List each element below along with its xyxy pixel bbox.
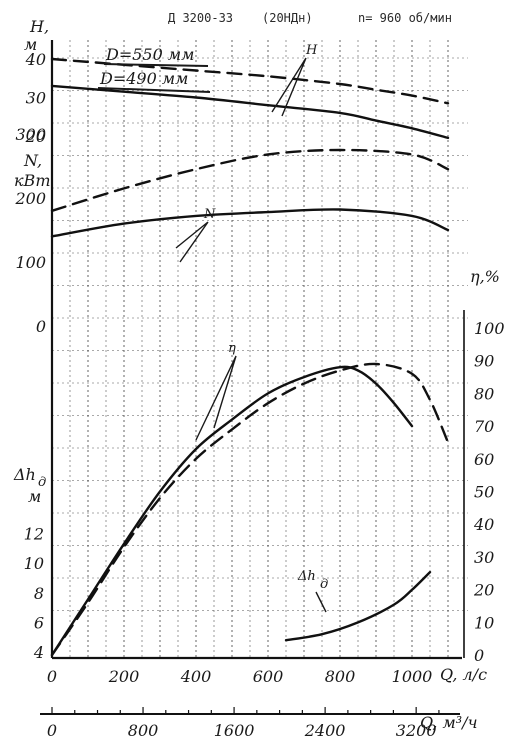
label-h-mark: H [305, 43, 318, 58]
leader-eta [195, 355, 237, 441]
npsh-axis-unit: м [28, 487, 41, 506]
label-d490: D=490 мм [99, 69, 188, 88]
q-tick-800: 800 [325, 667, 356, 686]
label-npsh-mark: Δh [297, 569, 316, 584]
eta-tick-20: 20 [473, 581, 494, 600]
d550-underline [103, 63, 209, 67]
h-tick-40: 40 [25, 50, 46, 69]
header-model: (20НДн) [262, 11, 313, 25]
leader-lines [175, 57, 327, 613]
chart-grid [40, 40, 468, 715]
eta-tick-60: 60 [474, 450, 494, 469]
dh-tick-12: 12 [24, 525, 44, 544]
eta-tick-80: 80 [474, 384, 494, 403]
h-tick-30: 30 [26, 89, 46, 108]
head-axis-unit: м [24, 35, 37, 54]
n-tick-200: 200 [14, 189, 46, 208]
npsh-axis-title: Δh [13, 465, 36, 484]
dh-tick-6: 6 [34, 613, 44, 632]
eff-axis-title: η,% [470, 267, 500, 286]
power-axis-unit: кВт [14, 171, 50, 190]
q-tick-1000: 1000 [392, 667, 433, 686]
efficiency-curve-1 [50, 362, 450, 657]
q-tick-0: 0 [47, 667, 57, 686]
npsh-axis-sub: д [38, 475, 46, 490]
eta-tick-70: 70 [474, 417, 494, 436]
npsh-curve-0 [284, 570, 432, 642]
header-speed: n= 960 об/мин [358, 11, 452, 25]
header-pump: Д 3200-33 [168, 11, 233, 25]
dh-tick-10: 10 [24, 554, 44, 573]
eta-tick-90: 90 [474, 352, 494, 371]
power-axis-title: N, [23, 151, 42, 170]
efficiency-curve-0 [50, 365, 414, 657]
dh-tick-4: 4 [33, 643, 44, 662]
eta-tick-100: 100 [474, 319, 505, 338]
leader-npsh [315, 591, 327, 613]
n-tick-100: 100 [15, 253, 46, 272]
eta-tick-0: 0 [474, 646, 484, 665]
m3h-tick-3200: 3200 [396, 721, 437, 740]
n-tick-0: 0 [36, 317, 46, 336]
power-curve-1 [50, 208, 450, 238]
flow-ls-title: Q, л/с [440, 665, 487, 684]
leader-h [271, 57, 307, 117]
label-npsh-mark-sub: д [320, 577, 328, 592]
m3h-tick-2400: 2400 [304, 721, 346, 740]
power-curve-0 [50, 148, 450, 212]
eta-tick-50: 50 [474, 483, 494, 502]
label-n-mark: N [203, 207, 216, 222]
q-tick-200: 200 [108, 667, 140, 686]
label-eta-mark: η [228, 341, 236, 356]
m3h-tick-1600: 1600 [214, 721, 255, 740]
n-tick-300: 300 [15, 125, 46, 144]
head-axis-title: H, [29, 17, 49, 36]
head-curve-1 [50, 84, 450, 140]
q-tick-600: 600 [253, 667, 284, 686]
leader-n [175, 221, 209, 263]
h-tick-20: 20 [25, 127, 46, 146]
tick-labels: 2030400100200300010203040506070809010046… [14, 50, 504, 740]
q-tick-400: 400 [180, 667, 212, 686]
flow-m3h-title: Q, м³/ч [420, 713, 478, 732]
d490-underline [97, 87, 211, 93]
eta-tick-30: 30 [474, 548, 494, 567]
m3h-tick-800: 800 [128, 721, 159, 740]
eta-tick-10: 10 [474, 613, 494, 632]
label-d550: D=550 мм [105, 45, 194, 64]
eta-tick-40: 40 [473, 515, 494, 534]
m3h-tick-0: 0 [47, 721, 57, 740]
dh-tick-8: 8 [34, 584, 44, 603]
